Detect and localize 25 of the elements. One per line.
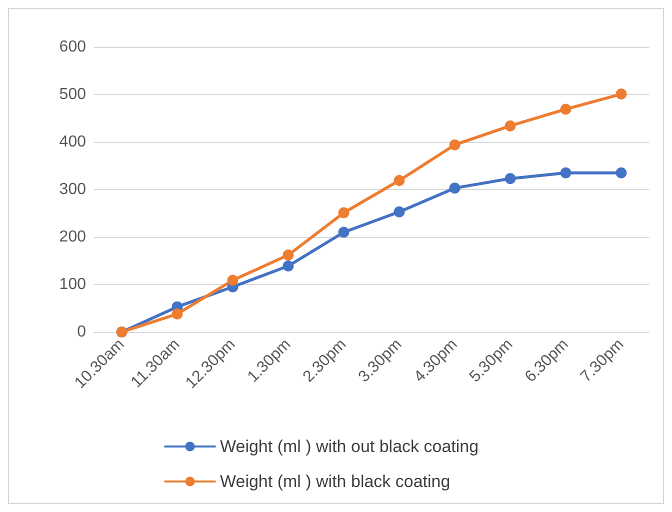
y-tick-label: 600	[59, 38, 86, 56]
legend-label: Weight (ml ) with black coating	[220, 472, 450, 491]
y-tick-label: 200	[59, 228, 86, 246]
point	[504, 173, 516, 184]
point	[227, 274, 238, 286]
point	[338, 207, 350, 218]
point	[504, 120, 516, 132]
point	[394, 206, 405, 218]
y-tick-label: 300	[59, 181, 86, 198]
point	[394, 174, 405, 186]
y-tick-label: 400	[59, 134, 86, 150]
point	[338, 226, 350, 238]
y-tick-label: 100	[59, 276, 86, 293]
point	[282, 250, 294, 261]
point	[282, 260, 294, 272]
point	[616, 167, 627, 178]
y-tick-label: 0	[77, 324, 86, 340]
y-tick-label: 500	[59, 86, 86, 103]
legend-label: Weight (ml ) with out black coating	[220, 437, 479, 456]
point	[449, 139, 460, 150]
point	[616, 88, 627, 100]
point	[560, 167, 572, 178]
point	[449, 182, 460, 194]
point	[172, 308, 183, 320]
point	[560, 104, 572, 115]
